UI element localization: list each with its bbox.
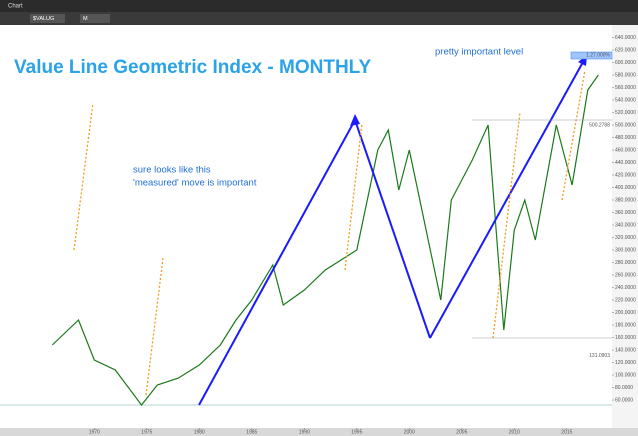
measured-leg [354,119,431,339]
y-tick-label: 280.0000 [615,260,636,266]
x-tick-label: 1985 [246,429,257,435]
y-tick-label: 200.0000 [615,310,636,316]
y-tick-label: 240.0000 [615,285,636,291]
y-axis-panel [612,25,638,428]
level-label: 1.27.000% [586,52,610,58]
y-tick-label: 640.0000 [615,35,636,41]
y-tick-label: 180.0000 [615,322,636,328]
annotation: 'measured' move is important [133,178,257,189]
y-tick-label: 460.0000 [615,147,636,153]
y-tick-label: 600.0000 [615,60,636,66]
y-tick-label: 100.0000 [615,372,636,378]
x-tick-label: 2005 [456,429,467,435]
level-label: 131.0903 [589,353,610,359]
y-tick-label: 520.0000 [615,110,636,116]
symbol[interactable]: $VALUG [33,16,54,22]
x-tick-label: 1975 [141,429,152,435]
y-tick-label: 400.0000 [615,185,636,191]
toolbar [0,12,638,25]
x-axis-panel [0,428,638,436]
y-tick-label: 420.0000 [615,172,636,178]
price-line [51,74,599,406]
y-tick-label: 60.0000 [615,397,633,403]
measured-leg [429,61,584,339]
y-tick-label: 620.0000 [615,47,636,53]
y-tick-label: 560.0000 [615,85,636,91]
y-tick-label: 540.0000 [615,97,636,103]
arrow-head [350,114,360,126]
y-tick-label: 440.0000 [615,160,636,166]
plot [51,74,599,406]
interval-box[interactable] [80,14,110,23]
y-tick-label: 480.0000 [615,135,636,141]
y-tick-label: 380.0000 [615,197,636,203]
y-tick-label: 220.0000 [615,297,636,303]
x-tick-label: 2015 [561,429,572,435]
x-tick-label: 1980 [194,429,205,435]
annotation: pretty important level [435,47,523,58]
orange-arrows [73,69,586,396]
interval[interactable]: M [83,16,88,22]
important-level [570,51,613,60]
annotation: sure looks like this [133,165,211,176]
y-tick-label: 140.0000 [615,347,636,353]
y-tick-label: 320.0000 [615,235,636,241]
x-tick-label: 2010 [509,429,520,435]
y-tick-label: 160.0000 [615,335,636,341]
x-tick-label: 1995 [351,429,362,435]
x-tick-label: 2000 [404,429,415,435]
title-bar [0,0,638,12]
y-tick-label: 120.0000 [615,360,636,366]
y-tick-label: 260.0000 [615,272,636,278]
y-tick-label: 80.0000 [615,385,633,391]
chart-title: Value Line Geometric Index - MONTHLY [14,57,372,78]
y-tick-label: 340.0000 [615,222,636,228]
x-tick-label: 1970 [89,429,100,435]
y-tick-label: 360.0000 [615,210,636,216]
measured-leg [198,119,356,406]
level-label: 500.2788 [589,122,610,128]
x-tick-label: 1990 [299,429,310,435]
y-tick-label: 300.0000 [615,247,636,253]
y-tick-label: 500.0000 [615,122,636,128]
y-tick-label: 580.0000 [615,72,636,78]
window-title: Chart [8,4,23,10]
symbol-box[interactable] [30,14,65,23]
